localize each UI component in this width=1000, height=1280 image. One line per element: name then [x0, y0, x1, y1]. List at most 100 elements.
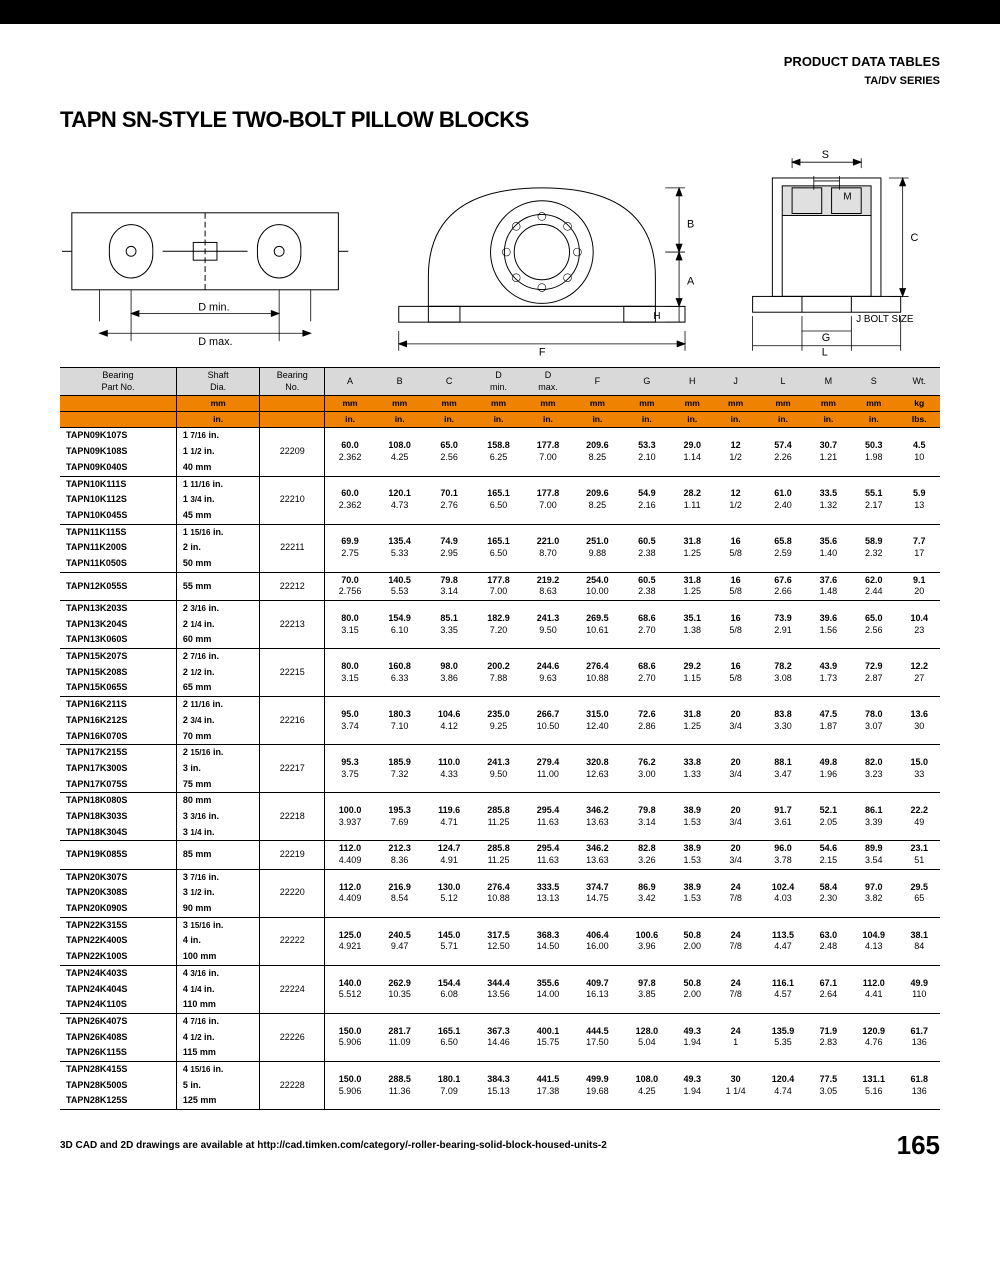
- unit-header: in.: [849, 412, 898, 428]
- value-cell: 70.02.756: [325, 572, 375, 600]
- value-cell: 158.86.25: [474, 428, 523, 476]
- part-no-cell: TAPN13K060S: [60, 632, 176, 648]
- shaft-dia-cell: 85 mm: [176, 841, 259, 869]
- value-cell: 68.62.70: [622, 649, 671, 697]
- value-cell: 79.83.14: [424, 572, 473, 600]
- value-cell: 5.913: [899, 476, 940, 524]
- part-no-cell: TAPN10K045S: [60, 508, 176, 524]
- value-cell: 120.44.74: [758, 1061, 807, 1109]
- value-cell: 209.68.25: [573, 476, 622, 524]
- value-cell: 38.91.53: [672, 793, 713, 841]
- unit-header: mm: [424, 396, 473, 412]
- bearing-no-cell: 22228: [260, 1061, 325, 1109]
- value-cell: 145.05.71: [424, 917, 473, 965]
- shaft-dia-cell: 1 11/16 in.: [176, 476, 259, 492]
- part-no-cell: TAPN26K115S: [60, 1045, 176, 1061]
- value-cell: 67.62.66: [758, 572, 807, 600]
- value-cell: 279.411.00: [523, 745, 572, 793]
- value-cell: 33.51.32: [808, 476, 849, 524]
- table-row: TAPN10K111S1 11/16 in.2221060.02.362120.…: [60, 476, 940, 492]
- value-cell: 89.93.54: [849, 841, 898, 869]
- shaft-dia-cell: 3 1/2 in.: [176, 885, 259, 901]
- unit-header: [260, 412, 325, 428]
- value-cell: 63.02.48: [808, 917, 849, 965]
- value-cell: 57.42.26: [758, 428, 807, 476]
- unit-header: mm: [375, 396, 424, 412]
- value-cell: 39.61.56: [808, 601, 849, 649]
- value-cell: 82.03.23: [849, 745, 898, 793]
- value-cell: 12.227: [899, 649, 940, 697]
- part-no-cell: TAPN16K212S: [60, 713, 176, 729]
- shaft-dia-cell: 2 3/16 in.: [176, 601, 259, 617]
- value-cell: 67.12.64: [808, 965, 849, 1013]
- unit-header: lbs.: [899, 412, 940, 428]
- value-cell: 35.61.40: [808, 524, 849, 572]
- value-cell: 112.04.409: [325, 869, 375, 917]
- svg-text:D min.: D min.: [198, 302, 229, 314]
- diagram-front-view: B A H F: [379, 157, 705, 357]
- unit-header: mm: [523, 396, 572, 412]
- value-cell: 53.32.10: [622, 428, 671, 476]
- value-cell: 355.614.00: [523, 965, 572, 1013]
- column-header: J: [713, 368, 758, 396]
- section-header: PRODUCT DATA TABLES: [60, 54, 940, 69]
- value-cell: 165/8: [713, 601, 758, 649]
- part-no-cell: TAPN22K100S: [60, 949, 176, 965]
- value-cell: 4.510: [899, 428, 940, 476]
- value-cell: 219.28.63: [523, 572, 572, 600]
- unit-header: [260, 396, 325, 412]
- unit-header: mm: [474, 396, 523, 412]
- value-cell: 121/2: [713, 428, 758, 476]
- value-cell: 367.314.46: [474, 1013, 523, 1061]
- unit-header: in.: [808, 412, 849, 428]
- value-cell: 112.04.41: [849, 965, 898, 1013]
- value-cell: 28.21.11: [672, 476, 713, 524]
- value-cell: 60.02.362: [325, 476, 375, 524]
- value-cell: 216.98.54: [375, 869, 424, 917]
- value-cell: 203/4: [713, 745, 758, 793]
- value-cell: 68.62.70: [622, 601, 671, 649]
- column-header: C: [424, 368, 473, 396]
- table-row: TAPN19K085S85 mm22219112.04.409212.38.36…: [60, 841, 940, 869]
- value-cell: 244.69.63: [523, 649, 572, 697]
- table-row: TAPN11K115S1 15/16 in.2221169.92.75135.4…: [60, 524, 940, 540]
- unit-header: in.: [713, 412, 758, 428]
- unit-header: mm: [622, 396, 671, 412]
- value-cell: 203/4: [713, 841, 758, 869]
- value-cell: 50.31.98: [849, 428, 898, 476]
- shaft-dia-cell: 4 in.: [176, 933, 259, 949]
- value-cell: 31.81.25: [672, 697, 713, 745]
- page-content: PRODUCT DATA TABLES TA/DV SERIES TAPN SN…: [0, 24, 1000, 1181]
- value-cell: 374.714.75: [573, 869, 622, 917]
- column-header: B: [375, 368, 424, 396]
- unit-header: mm: [758, 396, 807, 412]
- shaft-dia-cell: 2 11/16 in.: [176, 697, 259, 713]
- value-cell: 80.03.15: [325, 649, 375, 697]
- value-cell: 7.717: [899, 524, 940, 572]
- value-cell: 71.92.83: [808, 1013, 849, 1061]
- part-no-cell: TAPN10K111S: [60, 476, 176, 492]
- value-cell: 165.16.50: [474, 524, 523, 572]
- value-cell: 83.83.30: [758, 697, 807, 745]
- shaft-dia-cell: 5 in.: [176, 1078, 259, 1094]
- svg-text:S: S: [822, 149, 829, 161]
- value-cell: 97.83.85: [622, 965, 671, 1013]
- value-cell: 333.513.13: [523, 869, 572, 917]
- value-cell: 37.61.48: [808, 572, 849, 600]
- value-cell: 61.02.40: [758, 476, 807, 524]
- part-no-cell: TAPN11K200S: [60, 540, 176, 556]
- part-no-cell: TAPN18K303S: [60, 809, 176, 825]
- svg-text:F: F: [539, 347, 546, 357]
- svg-text:D max.: D max.: [198, 336, 232, 348]
- shaft-dia-cell: 3 in.: [176, 761, 259, 777]
- value-cell: 409.716.13: [573, 965, 622, 1013]
- value-cell: 320.812.63: [573, 745, 622, 793]
- value-cell: 150.05.906: [325, 1013, 375, 1061]
- value-cell: 116.14.57: [758, 965, 807, 1013]
- value-cell: 400.115.75: [523, 1013, 572, 1061]
- shaft-dia-cell: 45 mm: [176, 508, 259, 524]
- shaft-dia-cell: 4 1/2 in.: [176, 1030, 259, 1046]
- table-row: TAPN15K207S2 7/16 in.2221580.03.15160.86…: [60, 649, 940, 665]
- value-cell: 38.184: [899, 917, 940, 965]
- value-cell: 73.92.91: [758, 601, 807, 649]
